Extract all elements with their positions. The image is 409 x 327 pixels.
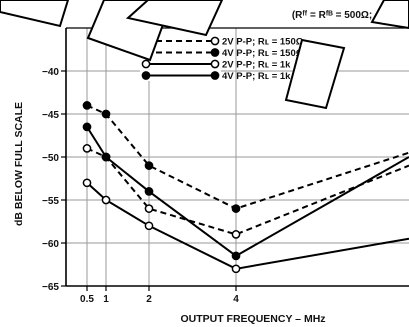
data-point: [231, 204, 241, 213]
legend-marker: [210, 48, 220, 57]
series-line-4: [86, 126, 409, 258]
legend-label: 2V P-P; Rʟ = 150Ω: [222, 37, 304, 48]
data-point: [101, 195, 111, 205]
y-tick-label: −60: [42, 239, 59, 250]
paper-flap-corner: [370, 0, 409, 30]
x-tick-label: 0.5: [80, 294, 94, 305]
y-tick-label: −65: [42, 282, 59, 293]
legend-marker: [210, 59, 220, 69]
legend-marker: [210, 36, 220, 46]
series-line-1: [86, 147, 409, 236]
series-line-3: [86, 182, 409, 270]
data-point: [144, 221, 154, 231]
y-tick-label: −55: [42, 196, 59, 207]
series-lines: [82, 101, 409, 274]
data-point: [82, 122, 92, 132]
legend-label: 2V P-P; Rʟ = 1k: [222, 60, 291, 71]
y-tick-label: −40: [42, 67, 59, 78]
y-axis-label: dB BELOW FULL SCALE: [13, 102, 25, 226]
condition-label: (Rᶠᶠ = Rᶠᴮ = 500Ω; A = −1): [292, 10, 408, 21]
paper-flap-decoration: [0, 0, 409, 110]
data-point: [82, 101, 92, 110]
data-point: [101, 152, 111, 162]
legend-label: 4V P-P; Rʟ = 1k: [222, 71, 291, 82]
data-point: [231, 264, 241, 274]
data-point: [82, 178, 92, 188]
paper-flap-tall: [284, 38, 346, 110]
legend-label: 4V P-P; Rʟ = 150Ω: [222, 48, 304, 59]
data-point: [231, 251, 241, 261]
tick-labels: −40 −45 −50 −55 −60 −65 0.5 1 2 4: [42, 67, 239, 305]
legend-marker: [141, 71, 151, 80]
data-point: [231, 230, 241, 239]
paper-flap-left: [0, 0, 70, 28]
data-point: [82, 144, 92, 153]
y-tick-label: −50: [42, 153, 59, 164]
legend-marker: [210, 71, 220, 80]
data-point: [144, 161, 154, 170]
data-point: [144, 204, 154, 213]
x-tick-label: 4: [233, 294, 239, 305]
series-line-2: [86, 104, 409, 210]
paper-flap-right: [125, 0, 224, 37]
data-point: [101, 109, 111, 119]
x-tick-label: 1: [103, 294, 109, 305]
y-tick-label: −45: [42, 110, 59, 121]
x-tick-label: 2: [146, 294, 152, 305]
x-axis-label: OUTPUT FREQUENCY – MHz: [180, 313, 325, 325]
data-point: [144, 187, 154, 196]
legend-marker: [141, 59, 151, 69]
plot-frame: [61, 27, 409, 291]
